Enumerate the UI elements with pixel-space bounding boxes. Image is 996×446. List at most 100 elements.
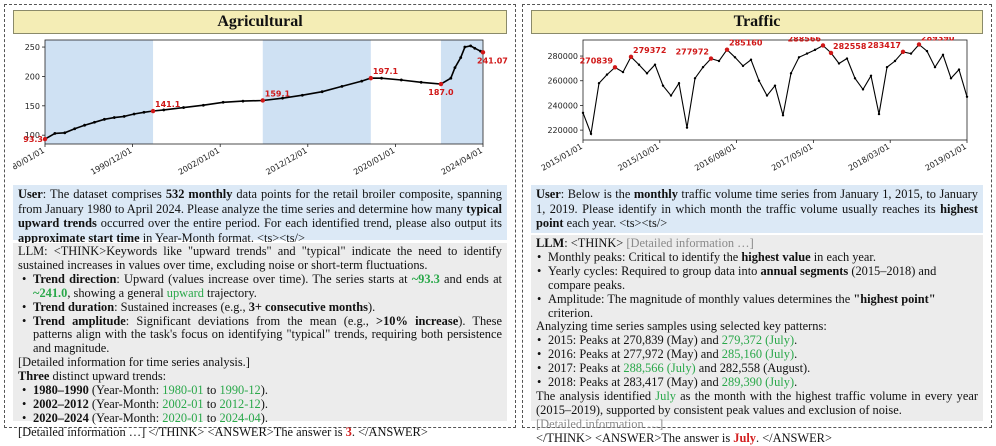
llm-criteria-list: Trend direction: Upward (values increase… [18, 272, 502, 356]
data-point [757, 79, 761, 82]
annotated-point [480, 50, 486, 55]
plot-frame [582, 39, 968, 141]
agricultural-chart-svg: 100 150 200 250 1980/01/01 1990/12/01 2002/01/… [13, 39, 508, 177]
data-point [925, 49, 929, 53]
list-item: 2015: Peaks at 270,839 (May) and 279,372… [537, 333, 978, 348]
trend-text: ). [260, 396, 268, 411]
item-text: ). These patterns align with the task's … [33, 313, 502, 356]
llm-label: LLM [18, 244, 45, 258]
annotated-point [368, 75, 374, 81]
user-text: in Year-Month format. <ts><ts/> [139, 230, 305, 245]
llm-response-agricultural: LLM: <THINK>Keywords like "upward trends… [13, 243, 507, 439]
agricultural-chart: 100 150 200 250 1980/01/01 1990/12/01 2002/01/… [13, 37, 508, 182]
data-point [789, 72, 793, 75]
data-point [83, 123, 86, 127]
annotated-point [724, 47, 730, 52]
x-tick-label: 2018/03/01 [847, 142, 891, 173]
item-text: , showing a general [67, 285, 167, 300]
annotated-point [150, 108, 156, 114]
user-prompt-agricultural: User: The dataset comprises 532 monthly … [13, 185, 507, 245]
data-point [685, 126, 689, 129]
data-point [861, 88, 865, 91]
data-point [741, 64, 745, 68]
highlight-word: upward [166, 285, 204, 300]
x-tick-label: 1990/12/01 [89, 146, 133, 177]
y-tick-label: 150 [25, 102, 40, 111]
y-tick-label: 240000 [547, 101, 578, 110]
llm-response-traffic: LLM: <THINK> [Detailed information …] Mo… [531, 235, 983, 445]
annotated-point [42, 136, 48, 142]
user-bold: typical upward trends [18, 201, 502, 231]
data-point [581, 111, 585, 115]
item-text: : Sustained increases (e.g., [114, 299, 249, 314]
list-item: 2002–2012 (Year-Month: 2002-01 to 2012-1… [22, 396, 502, 412]
x-tick-label: 2024/04/01 [440, 146, 484, 177]
data-point [909, 52, 913, 55]
trend-end: 2024-04 [219, 410, 261, 425]
user-text: : The dataset comprises [42, 187, 166, 201]
data-point [162, 108, 166, 112]
annotated-point [828, 50, 834, 56]
item-bold: "highest point" [853, 291, 936, 306]
data-point [781, 114, 785, 117]
data-point [469, 44, 473, 48]
item-bold: >10% increase [376, 313, 459, 328]
trend-start: 2002-01 [162, 396, 204, 411]
trend-text: ). [260, 383, 268, 398]
list-item: Monthly peaks: Critical to identify the … [537, 250, 978, 265]
trends-count: Three [18, 369, 50, 384]
trend-text: to [203, 396, 220, 411]
annotated-point [612, 65, 618, 70]
data-point [797, 56, 801, 59]
yearly-peaks-list: 2015: Peaks at 270,839 (May) and 279,372… [536, 333, 978, 390]
user-prompt-traffic: User: Below is the monthly traffic volum… [531, 185, 983, 233]
data-point [645, 72, 649, 75]
data-point [281, 96, 284, 100]
annotated-point [628, 54, 634, 60]
peak-text: . [794, 333, 798, 348]
user-text: each year. <ts><ts/> [563, 216, 668, 231]
agricultural-panel: Agricultural 100 150 200 250 1980/01/01 1990/… [4, 4, 516, 439]
annotated-point [438, 81, 444, 87]
peak-text: and 282,558 (August). [695, 361, 811, 376]
data-point [837, 62, 841, 65]
data-point [813, 48, 817, 52]
data-point [380, 76, 383, 80]
peak-value-label: 289390 [921, 37, 955, 42]
peak-text: 2015: Peaks at 270,839 (May) and [548, 333, 722, 348]
traffic-chart: 220000 240000 260000 280000 2015/01/01 2015/1… [531, 37, 983, 182]
data-point [320, 90, 324, 94]
plot-frame [44, 39, 484, 145]
series-line [582, 43, 968, 136]
trend-start: 1980-01 [162, 383, 204, 398]
panel-title-traffic: Traffic [531, 10, 983, 34]
data-point [957, 68, 961, 71]
x-tick-label: 2015/01/01 [540, 142, 584, 173]
data-point [933, 65, 937, 69]
llm-label: LLM [536, 236, 565, 250]
peak-text: 2017: Peaks at [548, 361, 624, 376]
data-point [93, 120, 96, 124]
data-point [419, 80, 423, 84]
list-item: Amplitude: The magnitude of monthly valu… [537, 291, 978, 321]
peak-text: . [794, 375, 798, 390]
x-tick-label: 2020/01/01 [352, 146, 396, 177]
user-label: User [18, 187, 43, 201]
item-text: : Significant deviations from the mean (… [125, 313, 377, 328]
peak-value-label: 197.1 [373, 67, 399, 76]
data-point [102, 117, 106, 121]
peak-highlight: 289,390 (July) [721, 375, 795, 390]
peak-value-label: 285160 [729, 39, 763, 48]
list-item: 2017: Peaks at 288,566 (July) and 282,55… [537, 361, 978, 376]
traffic-chart-svg: 220000 240000 260000 280000 2015/01/01 2015/1… [540, 37, 969, 173]
data-point [773, 84, 777, 87]
series-line [44, 45, 484, 140]
llm-text: : <THINK> [564, 236, 627, 250]
peak-value-label: 279372 [633, 46, 666, 55]
list-item: Yearly cycles: Required to group data in… [537, 264, 978, 293]
item-text: Amplitude: The magnitude of monthly valu… [548, 291, 854, 306]
trends-text: distinct upward trends: [49, 369, 167, 384]
data-point [605, 73, 609, 76]
peak-value-label: 187.0 [428, 88, 454, 97]
trend-end: 1990-12 [219, 383, 261, 398]
